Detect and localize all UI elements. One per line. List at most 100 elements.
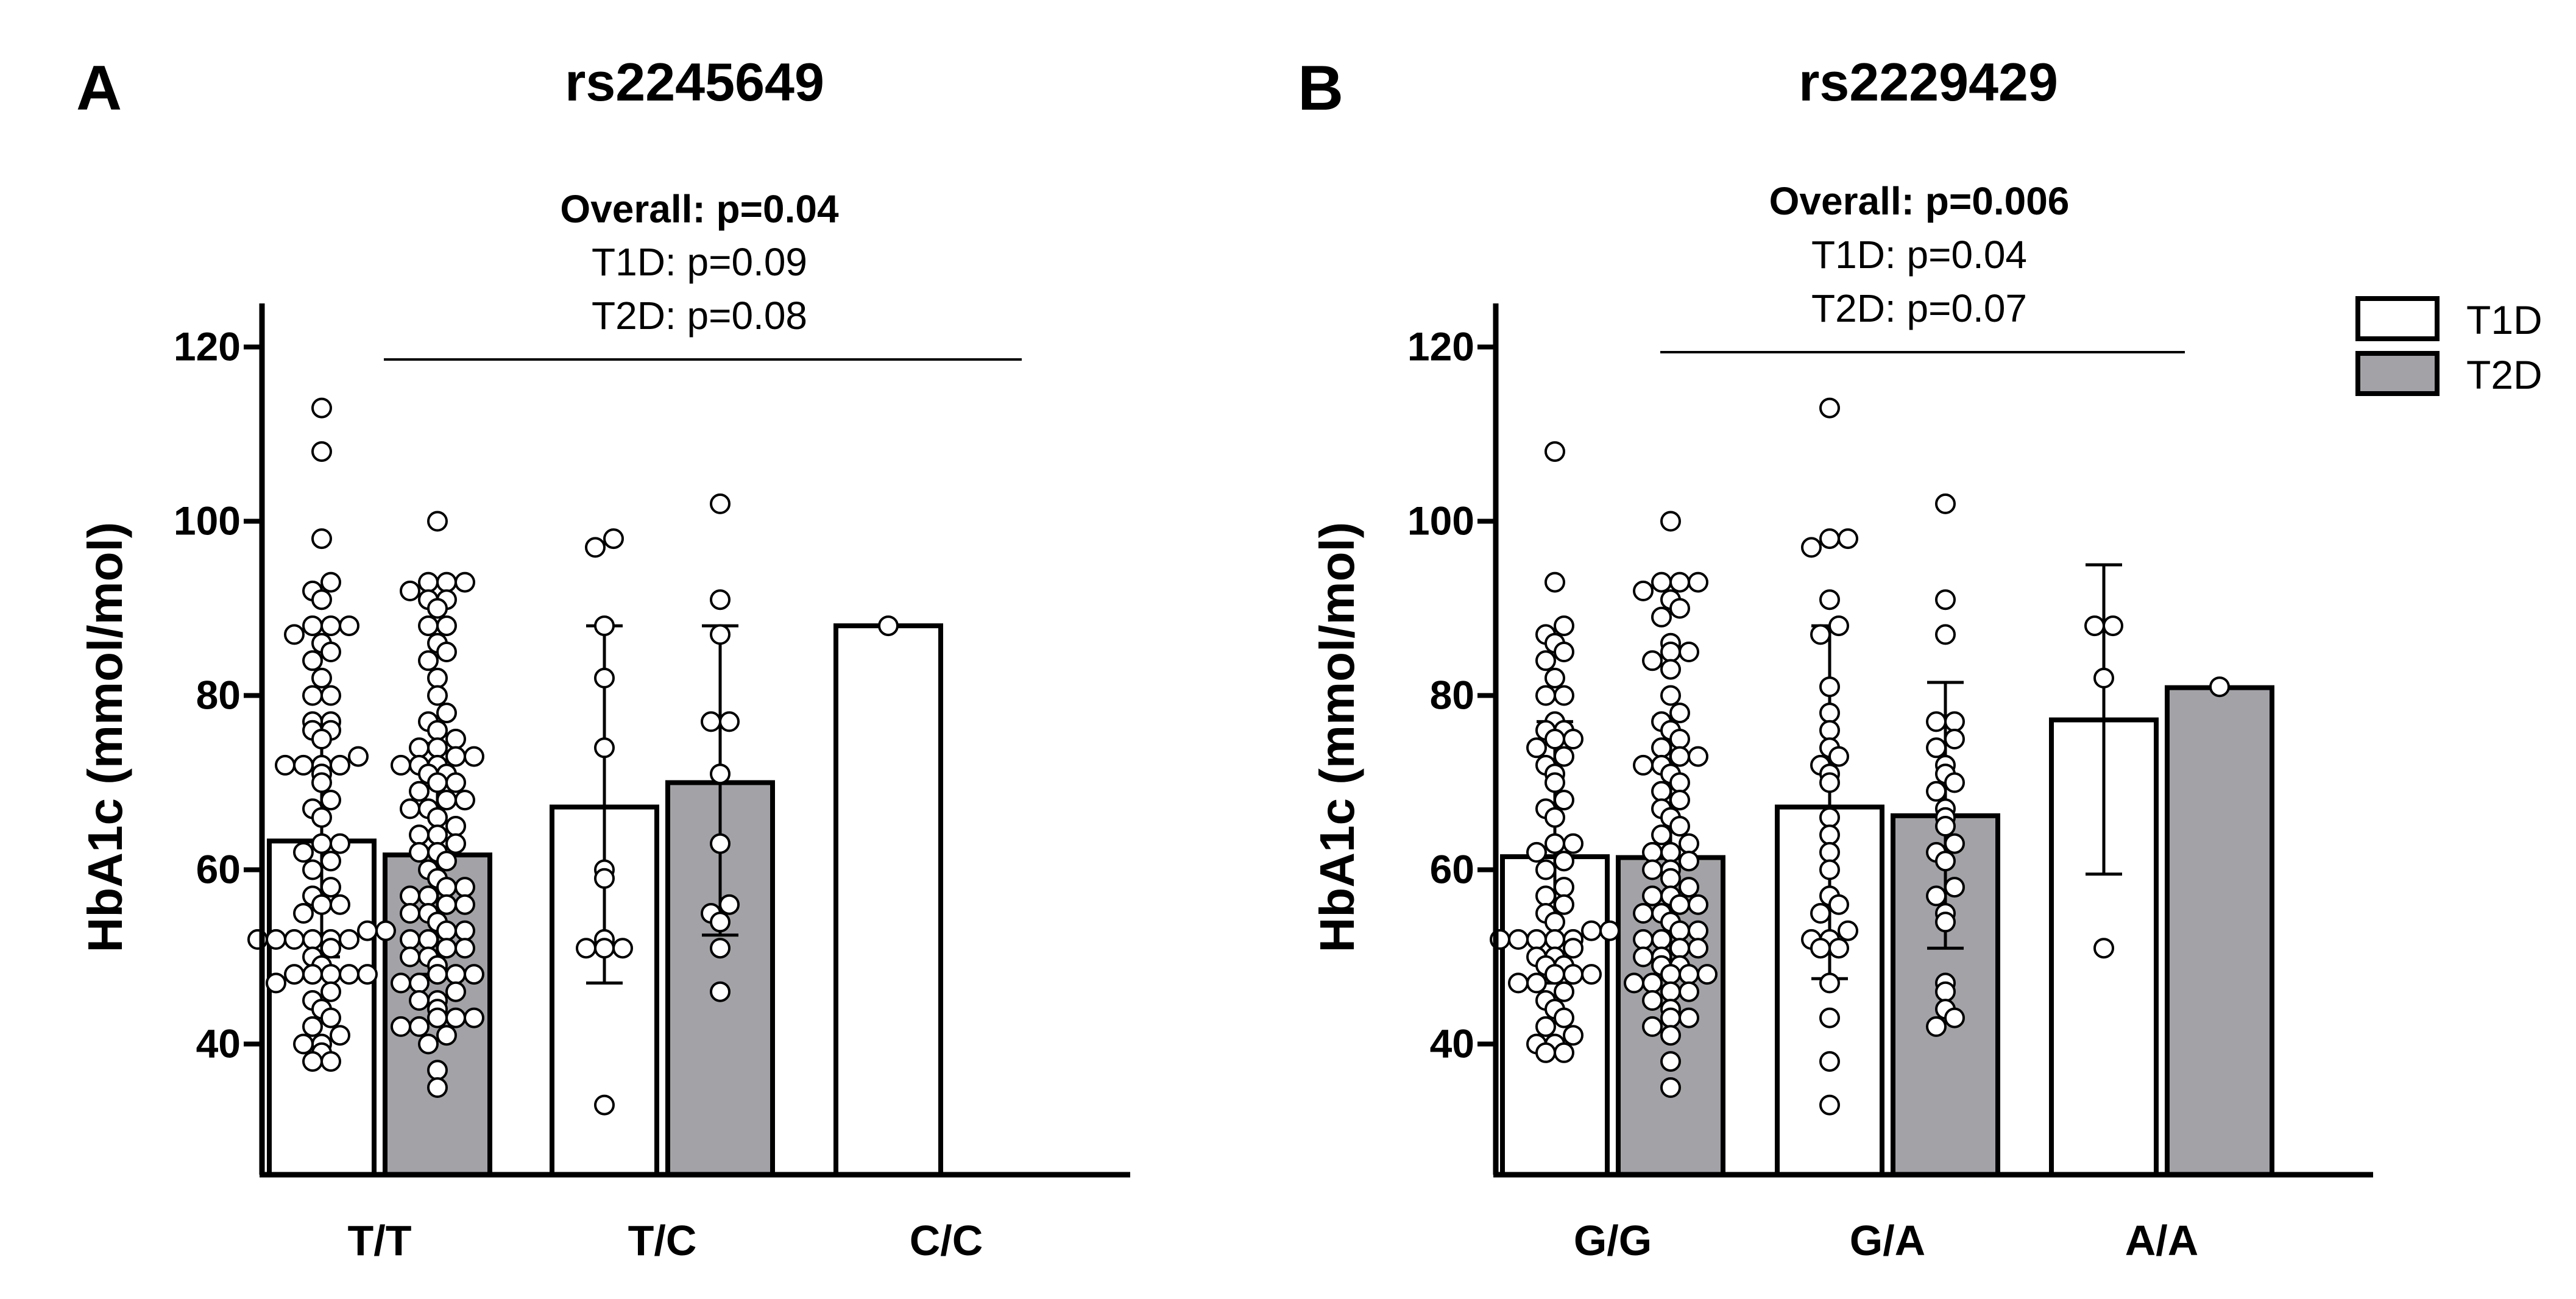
data-point-t1d xyxy=(1819,703,1840,724)
data-point-t1d xyxy=(293,841,314,863)
data-point-t2d xyxy=(1679,1007,1699,1028)
data-point-t2d xyxy=(436,938,457,959)
data-point-t2d xyxy=(1642,885,1663,907)
data-point-t1d xyxy=(1819,676,1840,698)
data-point-t2d xyxy=(1926,885,1947,907)
data-point-t1d xyxy=(1819,1051,1840,1072)
data-point-t1d xyxy=(348,746,369,767)
data-point-t2d xyxy=(1651,929,1672,950)
data-point-t2d xyxy=(418,885,439,907)
data-point-t2d xyxy=(1660,841,1681,863)
data-point-t1d xyxy=(293,903,314,924)
data-point-t1d xyxy=(320,877,341,898)
data-point-t1d xyxy=(1819,720,1840,741)
data-point-t2d xyxy=(1660,1051,1681,1072)
data-point-t2d xyxy=(418,572,439,593)
data-point-t2d xyxy=(427,807,448,828)
panel-b-title: rs2229429 xyxy=(1799,52,2058,112)
x-category-label-a-a: A/A xyxy=(2125,1217,2199,1264)
data-point-t1d xyxy=(594,1094,615,1116)
data-point-t2d xyxy=(400,885,420,907)
data-point-t2d xyxy=(710,589,731,611)
data-point-t2d xyxy=(1688,746,1708,767)
data-point-t1d xyxy=(311,833,332,854)
data-point-t1d xyxy=(311,667,332,688)
panel-b-ylabel: HbA1c (mmol/mol) xyxy=(1310,522,1364,953)
data-point-t2d xyxy=(1935,911,1956,933)
data-point-t2d xyxy=(445,772,466,793)
data-point-t2d xyxy=(436,642,457,662)
data-point-t1d xyxy=(311,894,332,915)
data-point-t1d xyxy=(1828,894,1849,915)
panel-b-plot: 40 60 80 100 120 G/G G/A A/A xyxy=(1407,303,2373,1264)
bar-t2d-a-a xyxy=(2165,685,2274,1177)
data-point-t2d xyxy=(391,972,411,994)
y-tick-label-60: 60 xyxy=(1430,847,1474,892)
data-point-t2d xyxy=(455,790,475,811)
data-point-t1d xyxy=(594,615,615,637)
data-point-t2d xyxy=(409,990,430,1011)
panel-a-t2d-p: T2D: p=0.08 xyxy=(592,294,807,338)
data-point-t1d xyxy=(1554,615,1574,637)
panel-a-letter: A xyxy=(76,53,122,124)
data-point-t1d xyxy=(1535,685,1556,706)
data-point-t1d xyxy=(1819,1094,1840,1116)
y-tick-label-40: 40 xyxy=(196,1021,241,1066)
data-point-t1d xyxy=(302,1051,323,1072)
data-point-t2d xyxy=(710,833,731,854)
data-point-t1d xyxy=(339,615,359,637)
data-point-t2d xyxy=(427,667,448,688)
data-point-t1d xyxy=(320,572,341,593)
data-point-t1d xyxy=(284,624,305,645)
data-point-t1d xyxy=(1563,833,1583,854)
panel-b-overall-p: Overall: p=0.006 xyxy=(1769,179,2070,223)
data-point-t2d xyxy=(445,746,466,767)
data-point-t2d xyxy=(710,911,731,933)
data-point-t2d xyxy=(1660,981,1681,1002)
data-point-t1d xyxy=(594,737,615,759)
data-point-t1d xyxy=(1819,772,1840,793)
data-point-t1d xyxy=(1545,441,1565,462)
data-point-t2d xyxy=(710,763,731,785)
data-point-t1d xyxy=(1554,1007,1574,1028)
data-point-t2d xyxy=(1679,964,1699,985)
data-point-t2d xyxy=(1660,964,1681,985)
data-point-t1d xyxy=(1838,920,1858,941)
data-point-t1d xyxy=(594,868,615,889)
data-point-t1d xyxy=(330,833,350,854)
data-point-t2d xyxy=(1660,1077,1681,1098)
data-point-t2d xyxy=(436,703,457,724)
data-point-t1d xyxy=(1810,903,1831,924)
data-point-t1d xyxy=(284,929,305,950)
data-point-t2d xyxy=(409,841,430,863)
data-point-t2d xyxy=(418,650,439,671)
data-point-t1d xyxy=(1508,972,1529,994)
data-point-t1d xyxy=(1801,537,1822,558)
data-point-t2d xyxy=(1669,572,1690,593)
data-point-t1d xyxy=(1535,650,1556,671)
data-point-t2d xyxy=(1926,737,1947,759)
data-point-t2d xyxy=(1679,851,1699,872)
data-point-t1d xyxy=(1554,685,1574,706)
data-point-t2d xyxy=(1926,1016,1947,1037)
data-point-t2d xyxy=(427,824,448,846)
panel-a-overall-p: Overall: p=0.04 xyxy=(560,187,839,231)
panel-b-letter: B xyxy=(1298,53,1343,124)
x-category-label-t-t: T/T xyxy=(348,1217,412,1264)
data-point-t1d xyxy=(320,964,341,985)
data-point-t2d xyxy=(409,1016,430,1037)
data-point-t2d xyxy=(409,824,430,846)
data-point-t2d xyxy=(710,938,731,959)
data-point-t2d xyxy=(1935,816,1956,837)
data-point-t2d xyxy=(1669,598,1690,619)
data-point-t2d xyxy=(464,964,484,985)
data-point-t1d xyxy=(1819,859,1840,880)
data-point-t2d xyxy=(436,1025,457,1046)
data-point-t1d xyxy=(284,964,305,985)
data-point-t2d xyxy=(427,1077,448,1098)
data-point-t1d xyxy=(1554,981,1574,1002)
panel-a-ylabel: HbA1c (mmol/mol) xyxy=(78,522,132,953)
data-point-t1d xyxy=(320,981,341,1002)
data-point-t1d xyxy=(1535,859,1556,880)
panel-a-title: rs2245649 xyxy=(565,52,824,112)
